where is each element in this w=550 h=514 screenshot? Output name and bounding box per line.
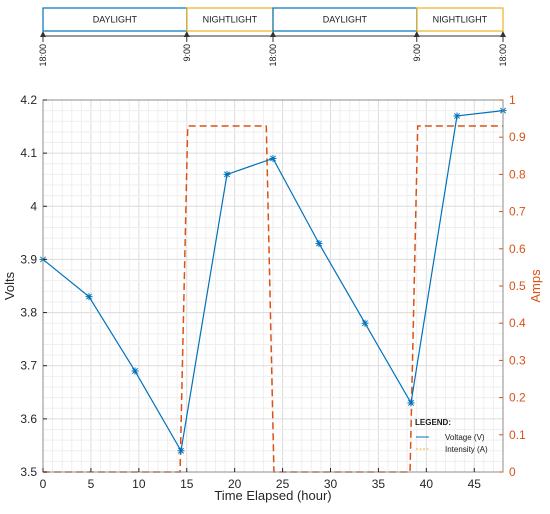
legend-entry-voltage: Voltage (V): [445, 433, 485, 442]
timeline-time-label: 18:00: [268, 44, 278, 67]
x-tick-label: 20: [228, 477, 242, 491]
voltage-point-stroke: [178, 447, 184, 454]
y-right-axis-label: Amps: [528, 269, 543, 303]
voltage-point-stroke: [408, 399, 414, 406]
y-tick-label: 4.2: [20, 93, 37, 107]
timeline-time-label: 9:00: [412, 44, 422, 62]
grid: [42, 99, 504, 473]
timeline-marker: 18:00: [38, 31, 48, 67]
voltage-series: [39, 107, 507, 455]
legend-title: LEGEND:: [415, 418, 451, 427]
timeline-arrow-icon: [40, 31, 46, 37]
x-tick-label: 40: [420, 477, 434, 491]
timeline-arrow-icon: [500, 31, 506, 37]
voltage-point: [131, 367, 139, 375]
x-axis-ticks: 0 5 10 15 20 25 30 35 40 45: [40, 468, 482, 491]
y-right-tick-label: 0.7: [509, 205, 526, 219]
y-axis-label: Volts: [2, 271, 17, 300]
y-right-tick-label: 0.1: [509, 428, 526, 442]
intensity-line: [43, 125, 503, 473]
x-tick-label: 30: [324, 477, 338, 491]
voltage-point-stroke: [270, 155, 276, 162]
y-right-tick-label: 0.8: [509, 167, 526, 181]
timeline-phase-box: [416, 7, 504, 32]
voltage-point-stroke: [132, 368, 138, 375]
voltage-point: [407, 399, 415, 407]
y-right-tick-label: 0.3: [509, 353, 526, 367]
x-tick-label: 0: [40, 477, 47, 491]
timeline-time-label: 9:00: [182, 44, 192, 62]
voltage-point: [453, 112, 461, 120]
x-tick-label: 10: [132, 477, 146, 491]
timeline-marker: 18:00: [498, 31, 508, 67]
voltage-point: [315, 239, 323, 247]
y-tick-label: 4: [30, 199, 37, 213]
timeline-marker: 18:00: [268, 31, 278, 67]
y-tick-label: 3.5: [20, 465, 37, 479]
y-right-tick-label: 0.5: [509, 279, 526, 293]
timeline-phase: NIGHTLIGHT: [416, 7, 504, 32]
y-tick-label: 3.6: [20, 412, 37, 426]
timeline-phase: DAYLIGHT: [42, 7, 188, 32]
y-right-tick-label: 0.6: [509, 242, 526, 256]
timeline-time-label: 18:00: [498, 44, 508, 67]
y-right-tick-label: 0.2: [509, 391, 526, 405]
timeline-arrow-icon: [413, 31, 420, 37]
timeline-arrow-icon: [183, 31, 190, 37]
x-tick-label: 35: [372, 477, 386, 491]
intensity-series: [43, 125, 503, 473]
voltage-point: [177, 447, 185, 455]
voltage-point-stroke: [454, 112, 460, 119]
voltage-point: [361, 319, 369, 327]
x-axis-label: Time Elapsed (hour): [214, 488, 331, 503]
timeline-time-label: 18:00: [38, 44, 48, 67]
timeline: DAYLIGHT NIGHTLIGHT DAYLIGHT NIGHTLIGHT 18:0…: [38, 7, 508, 67]
voltage-point: [269, 154, 277, 162]
voltage-point-stroke: [86, 293, 92, 300]
x-tick-label: 25: [276, 477, 290, 491]
timeline-phase: NIGHTLIGHT: [186, 7, 274, 32]
y-right-tick-label: 0.4: [509, 316, 526, 330]
y-tick-label: 3.9: [20, 252, 37, 266]
timeline-phase-label: DAYLIGHT: [93, 15, 138, 25]
y-right-axis-ticks: 0 0.1 0.2 0.3 0.4 0.5 0.6 0.7 0.8 0.9 1: [499, 93, 526, 479]
y-tick-label: 3.7: [20, 359, 37, 373]
voltage-point-stroke: [224, 171, 230, 178]
timeline-arrow-icon: [270, 31, 276, 37]
y-right-tick-label: 1: [509, 93, 516, 107]
legend: LEGEND: Voltage (V) Intensity (A): [415, 418, 488, 454]
timeline-phase: DAYLIGHT: [272, 7, 418, 32]
legend-entry-intensity: Intensity (A): [445, 445, 488, 454]
plot-area: 0 5 10 15 20 25 30 35 40 45 3.53.63.73.83.944.14.…: [20, 93, 526, 491]
y-axis-ticks: 3.5 3.6 3.7 3.8 3.9 4 4.1 4.2: [20, 93, 47, 479]
voltage-point: [85, 293, 93, 301]
timeline-marker: 9:00: [182, 31, 192, 62]
timeline-marker: 9:00: [412, 31, 422, 62]
y-right-tick-label: 0.9: [509, 130, 526, 144]
timeline-phase-label: NIGHTLIGHT: [433, 15, 488, 25]
voltage-point-stroke: [362, 320, 368, 327]
voltage-point: [223, 170, 231, 178]
y-tick-label: 3.8: [20, 306, 37, 320]
y-tick-label: 4.1: [20, 146, 37, 160]
x-tick-label: 5: [88, 477, 95, 491]
timeline-phase-label: DAYLIGHT: [323, 15, 368, 25]
x-tick-label: 15: [180, 477, 194, 491]
x-tick-label: 45: [468, 477, 482, 491]
voltage-point-stroke: [316, 240, 322, 247]
timeline-phase-label: NIGHTLIGHT: [203, 15, 258, 25]
y-right-tick-label: 0: [509, 465, 516, 479]
